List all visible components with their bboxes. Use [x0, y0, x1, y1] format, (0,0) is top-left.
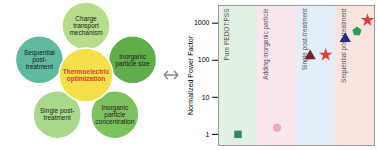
svg-text:Thermoelectricoptimization: Thermoelectricoptimization — [63, 68, 110, 83]
svg-text:Inorganicparticleconcentration: Inorganicparticleconcentration — [95, 104, 134, 125]
svg-text:Single post-treatment: Single post-treatment — [40, 107, 74, 121]
svg-text:Pure PEDOT:PSS: Pure PEDOT:PSS — [223, 8, 230, 61]
svg-text:Chargetransportmechanism: Chargetransportmechanism — [69, 15, 102, 36]
svg-text:10: 10 — [202, 94, 210, 101]
svg-text:Single post-treatment: Single post-treatment — [301, 8, 309, 70]
svg-text:Sequential post-treatment: Sequential post-treatment — [340, 8, 348, 83]
svg-text:Adding inorganic particle: Adding inorganic particle — [262, 8, 270, 80]
svg-text:Inorganicparticle size: Inorganicparticle size — [115, 53, 150, 68]
svg-text:100: 100 — [198, 56, 210, 63]
svg-text:1: 1 — [206, 131, 210, 138]
svg-text:Sequentialpost-treatment: Sequentialpost-treatment — [24, 49, 55, 70]
svg-text:Normalized Power Factor: Normalized Power Factor — [187, 35, 194, 115]
svg-text:1000: 1000 — [194, 19, 210, 26]
